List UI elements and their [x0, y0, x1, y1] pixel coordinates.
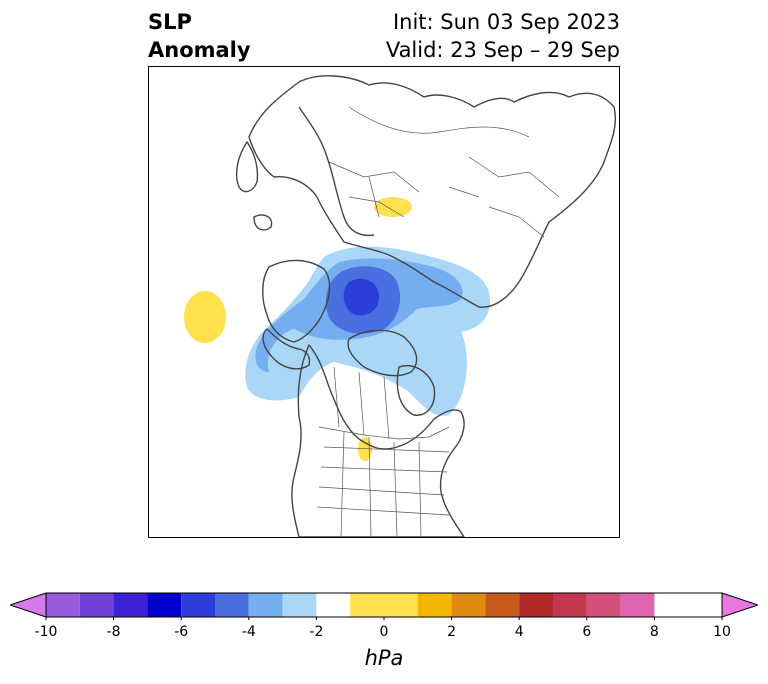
- uk-ireland-coastline: [235, 141, 259, 193]
- colorbar-segment: [215, 593, 249, 617]
- colorbar-segment: [147, 593, 182, 617]
- colorbar-over-triangle: [722, 593, 758, 617]
- colorbar-under-triangle: [10, 593, 46, 617]
- negative-anomaly-core: [343, 278, 380, 316]
- colorbar-triangle-outline: [10, 592, 758, 618]
- colorbar-segment: [417, 593, 452, 617]
- plot-title-right: Init: Sun 03 Sep 2023 Valid: 23 Sep – 29…: [386, 8, 620, 64]
- colorbar-segments: [46, 593, 655, 617]
- iceland-coastline: [253, 214, 273, 231]
- plot-title-left: SLP Anomaly: [148, 8, 251, 64]
- positive-anomaly-plains: [358, 437, 372, 461]
- colorbar-ticks: [45, 617, 723, 620]
- colorbar-tick-label: 6: [582, 624, 592, 640]
- colorbar-tick-label: -8: [106, 624, 121, 640]
- colorbar-segment: [586, 593, 621, 617]
- colorbar-tick-label: -6: [174, 624, 189, 640]
- canada-us-border: [318, 426, 450, 440]
- colorbar-segment: [316, 593, 351, 617]
- colorbar-tick-label: 4: [514, 624, 524, 640]
- colorbar-tick-label: -2: [309, 624, 324, 640]
- north-america-coastline: [291, 344, 465, 537]
- greenland-coastline: [262, 259, 331, 343]
- colorbar-tick-label: 8: [649, 624, 659, 640]
- valid-range-label: Valid: 23 Sep – 29 Sep: [385, 38, 620, 62]
- land-outlines: [235, 75, 616, 537]
- colorbar-segment: [113, 593, 148, 617]
- colorbar-tick-label: 0: [379, 624, 389, 640]
- colorbar-segment: [553, 593, 587, 617]
- colorbar-segment: [282, 593, 317, 617]
- russia-border: [348, 106, 530, 138]
- colorbar-segment: [79, 593, 114, 617]
- canada-province-borders: [333, 366, 390, 440]
- alaska-coastline: [262, 328, 311, 370]
- colorbar-segment: [519, 593, 553, 617]
- hudson-bay-coastline: [396, 365, 436, 416]
- scandinavia-coastline: [298, 106, 375, 237]
- eurasia-coastline: [248, 75, 616, 308]
- colorbar-segment: [620, 593, 655, 617]
- init-date-label: Init: Sun 03 Sep 2023: [392, 10, 620, 34]
- colorbar-segment: [350, 593, 418, 617]
- colorbar-tick-label: -10: [34, 624, 58, 640]
- colorbar-segment: [248, 593, 283, 617]
- asia-borders: [448, 156, 560, 238]
- us-state-borders: [316, 431, 450, 537]
- colorbar-units-label: hPa: [364, 646, 404, 670]
- anomaly-fills: [184, 197, 490, 461]
- colorbar-tick-label: 2: [447, 624, 457, 640]
- map-panel: [148, 66, 620, 538]
- colorbar-segment: [46, 593, 80, 617]
- colorbar: [10, 592, 758, 620]
- positive-anomaly-europe: [374, 197, 412, 217]
- colorbar-segment: [485, 593, 520, 617]
- polar-map: [184, 75, 616, 537]
- political-borders: [316, 106, 560, 537]
- title-variable: SLP: [148, 10, 192, 34]
- positive-anomaly-pacific: [184, 291, 226, 343]
- colorbar-segment: [451, 593, 486, 617]
- colorbar-segment: [181, 593, 215, 617]
- colorbar-tick-label: -4: [241, 624, 256, 640]
- title-field: Anomaly: [148, 38, 251, 62]
- arctic-archipelago-coastline: [347, 329, 418, 377]
- europe-borders: [328, 161, 420, 218]
- colorbar-tick-label: 10: [713, 624, 731, 640]
